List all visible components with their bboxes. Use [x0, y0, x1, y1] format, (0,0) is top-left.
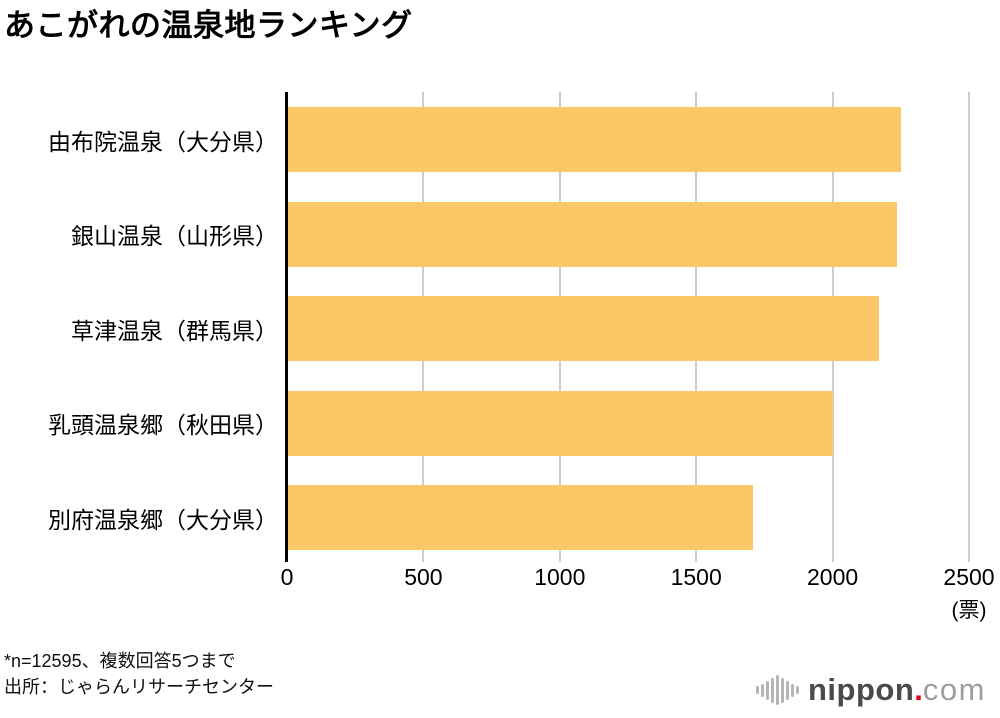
category-label: 由布院温泉（大分県） — [48, 128, 278, 155]
bar-rank-5 — [287, 485, 754, 550]
x-tick-label: 1500 — [670, 564, 722, 590]
x-tick-label: 2500 — [943, 564, 995, 590]
logo-brand-text: nippon — [808, 672, 915, 707]
category-label: 乳頭温泉郷（秋田県） — [48, 412, 278, 438]
category-label: 別府温泉郷（大分県） — [48, 506, 278, 533]
gridline — [968, 92, 970, 562]
plot-area — [285, 92, 970, 562]
footnote-source: 出所：じゃらんリサーチセンター — [4, 677, 274, 697]
bar-rank-2 — [287, 201, 897, 267]
bar-rank-1 — [287, 107, 901, 172]
logo-dot: . — [914, 672, 923, 707]
x-tick-label: 1000 — [534, 564, 586, 590]
x-tick-label: 500 — [404, 564, 443, 590]
x-tick-label: 2000 — [807, 564, 859, 590]
x-axis-unit-label: (票) — [951, 599, 987, 622]
x-tick-label: 0 — [280, 564, 294, 590]
x-axis-labels: (票) 0 500 1000 1500 2000 2500 — [281, 562, 1000, 632]
logo-tld-text: com — [922, 672, 986, 707]
bar-rank-4 — [287, 390, 833, 456]
category-label: 銀山温泉（山形県） — [71, 223, 278, 249]
chart-title: あこがれの温泉地ランキング — [4, 8, 413, 43]
soundwave-icon — [756, 675, 799, 705]
footnote-note: *n=12595、複数回答5つまで — [4, 651, 236, 671]
category-label: 草津温泉（群馬県） — [71, 317, 278, 344]
category-labels: 由布院温泉（大分県） 銀山温泉（山形県） 草津温泉（群馬県） 乳頭温泉郷（秋田県） 別府… — [0, 92, 278, 554]
y-axis-line — [285, 92, 288, 562]
footnote: *n=12595、複数回答5つまで 出所：じゃらんリサーチセンター — [4, 648, 274, 700]
bar-rank-3 — [287, 296, 879, 361]
nippon-logo: nippon. com — [756, 672, 986, 708]
